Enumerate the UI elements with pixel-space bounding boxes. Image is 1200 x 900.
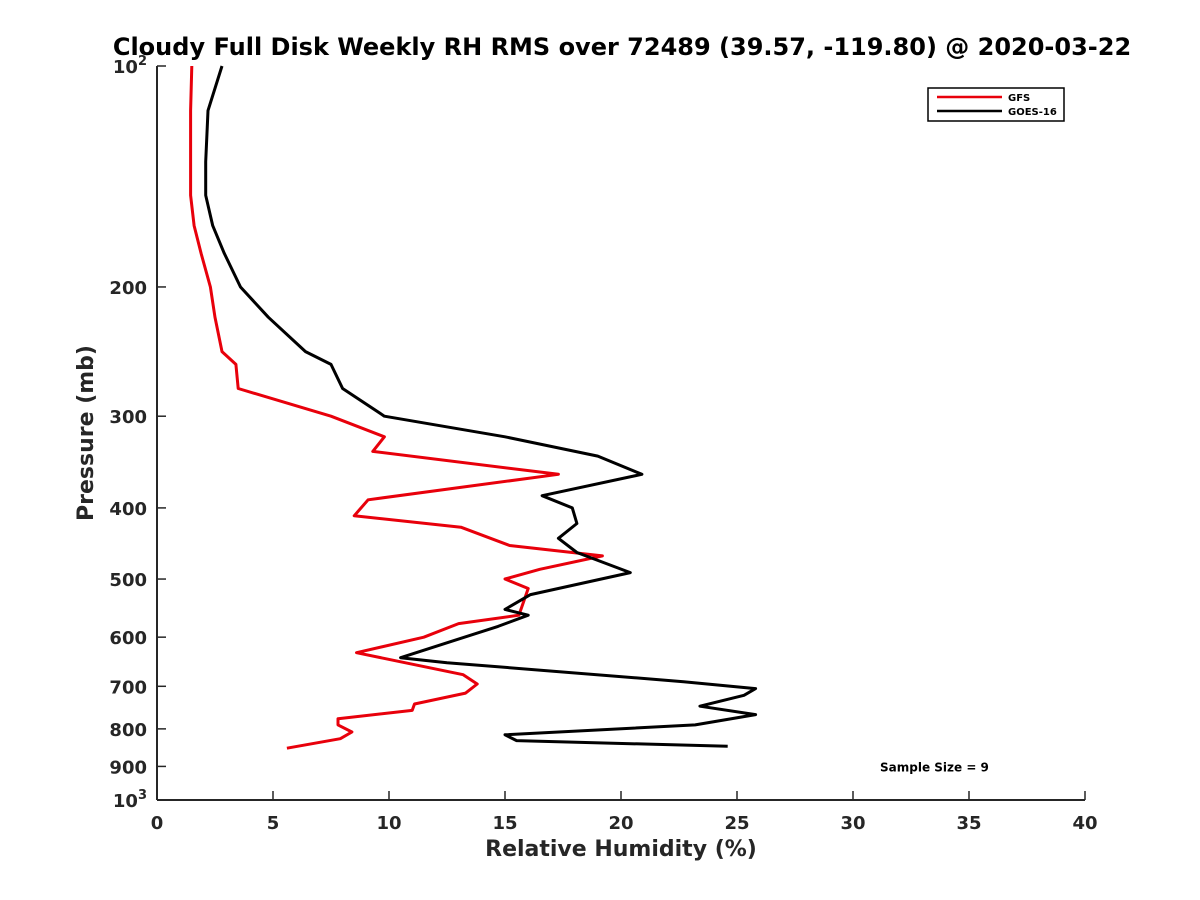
x-tick-label: 15	[492, 813, 517, 834]
legend-label-gfs: GFS	[1008, 93, 1030, 104]
x-tick-label: 25	[724, 813, 749, 834]
x-tick-label: 35	[956, 813, 981, 834]
x-tick-label: 40	[1072, 813, 1097, 834]
y-tick-label: 700	[109, 677, 147, 698]
plot-area: 0 5 10 15 20 25 30 35 40 102 200 300 400 500 600 700 800…	[109, 54, 1097, 834]
y-tick-label: 400	[109, 499, 147, 520]
x-tick-label: 5	[267, 813, 280, 834]
sample-size-annotation: Sample Size = 9	[880, 760, 989, 774]
series-line-goes-16	[204, 65, 758, 748]
y-tick-label: 600	[109, 628, 147, 649]
x-tick-label: 20	[608, 813, 633, 834]
y-tick-label: 102	[113, 54, 147, 78]
chart-title: Cloudy Full Disk Weekly RH RMS over 7248…	[113, 33, 1131, 61]
legend-box	[927, 87, 1065, 122]
x-tick-label: 30	[840, 813, 865, 834]
y-axis-label: Pressure (mb)	[74, 345, 99, 521]
legend-label-goes-16: GOES-16	[1008, 107, 1057, 118]
series-line-gfs	[189, 65, 604, 750]
y-tick-label: 900	[109, 757, 147, 778]
y-tick-label: 103	[113, 788, 147, 812]
y-tick-label: 800	[109, 720, 147, 741]
x-axis-label: Relative Humidity (%)	[485, 837, 757, 862]
x-tick-label: 0	[151, 813, 164, 834]
y-tick-label: 500	[109, 570, 147, 591]
y-tick-label: 200	[109, 278, 147, 299]
legend: GFS GOES-16	[927, 87, 1065, 122]
x-tick-label: 10	[376, 813, 401, 834]
y-tick-label: 300	[109, 407, 147, 428]
